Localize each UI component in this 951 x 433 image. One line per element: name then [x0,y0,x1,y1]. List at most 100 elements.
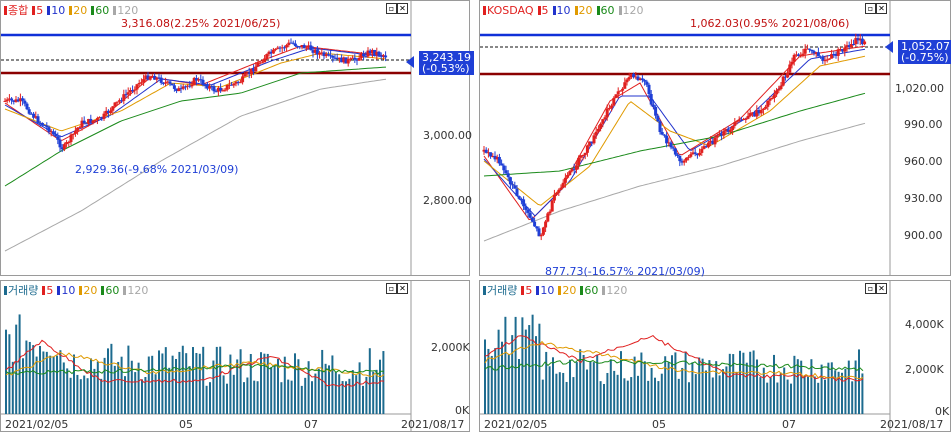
candle-body [128,90,132,93]
kospi-price-legend: 종합 5 10 20 60 120 [4,3,138,17]
legend-item-ma20: 20 [574,4,593,17]
candle-body [135,84,139,90]
close-icon[interactable]: ✕ [397,3,408,14]
volume-bar [110,343,113,414]
volume-bar [773,354,775,414]
candle-body [93,120,97,122]
legend-item-ma120: 120 [602,284,627,297]
candle-body [603,117,607,120]
candle-body [682,160,686,163]
candle-body [777,89,781,91]
maximize-icon[interactable]: ▫ [386,3,397,14]
kospi-volume-panel[interactable]: 거래량 5 10 20 60 120 ▫ ✕ 2,000K 0K 2021/02… [0,280,470,432]
kosdaq-volume-panel[interactable]: 거래량 5 10 20 60 120 ▫ ✕ 4,000K 2,000K 0K … [479,280,951,432]
volume-bar [321,349,324,414]
ma120-line [483,122,866,242]
volume-bar [52,356,55,414]
close-icon[interactable]: ✕ [397,283,408,294]
candle-body [137,82,141,85]
candle-body [263,58,267,63]
volume-bar [294,353,296,414]
candle-body [689,154,693,157]
candle-body [671,147,675,149]
volume-bar [103,357,106,414]
kosdaq-price-panel[interactable]: KOSDAQ 5 10 20 60 120 ▫ ✕ 1,062.03(0.95%… [479,0,951,278]
volume-bar [807,376,809,414]
candle-body [486,152,490,154]
volume-bar [562,372,565,414]
volume-bar [620,351,622,414]
volume-bar [266,353,269,414]
close-icon[interactable]: ✕ [876,283,887,294]
candle-body [285,45,289,48]
volume-bar [769,377,772,414]
candle-body [7,98,11,100]
candle-body [783,76,787,78]
maximize-icon[interactable]: ▫ [865,3,876,14]
candle-body [742,119,746,121]
candle-body [208,86,212,89]
volume-bar [86,378,89,414]
candle-body [49,131,53,133]
candle-body [570,168,574,172]
candle-body [768,98,772,101]
candle-body [665,135,669,144]
volume-bar [711,377,714,414]
kosdaq-price-legend: KOSDAQ 5 10 20 60 120 [483,3,644,17]
candle-body [625,79,629,83]
volume-bar [219,346,222,414]
candle-body [205,85,209,89]
candle-body [728,129,732,132]
candle-body [199,79,203,81]
candle-body [274,48,278,50]
volume-bar [209,382,211,414]
volume-bar [603,383,605,414]
ma10-line [4,47,387,138]
volume-bar [847,360,850,414]
candle-body [243,74,247,77]
candle-body [832,54,836,56]
volume-bar [300,385,303,414]
candle-body [660,132,664,135]
legend-item-name: 종합 [4,2,28,18]
candle-body [792,54,796,62]
candle-body [662,134,666,136]
maximize-icon[interactable]: ▫ [386,283,397,294]
kospi-price-panel[interactable]: 종합 5 10 20 60 120 ▫ ✕ 3,316.08(2.25% 202… [0,0,474,276]
candle-body [179,88,183,90]
candle-body [561,182,565,188]
volume-bar [827,362,830,414]
candle-body [362,53,366,57]
legend-item-ma10: 10 [552,4,571,17]
candle-body [596,128,600,132]
maximize-icon[interactable]: ▫ [865,283,876,294]
volume-bar [745,362,748,414]
close-icon[interactable]: ✕ [876,3,887,14]
kospi-volume-chart [1,281,412,431]
volume-bar [626,380,629,414]
candle-body [329,55,333,57]
volume-bar [260,352,262,414]
legend-item-ma60: 60 [596,4,615,17]
candle-body [148,76,152,80]
volume-bar [15,324,18,414]
candle-body [381,55,385,57]
volume-bar [725,366,728,414]
candle-body [513,185,517,189]
candle-body [519,198,523,200]
candle-body [364,56,368,58]
candle-body [548,211,552,214]
volume-bar [565,381,568,414]
candle-body [133,89,137,91]
volume-bar [487,348,490,414]
volume-bar [657,381,660,414]
candle-body [106,110,110,114]
volume-bar [79,379,82,414]
candle-body [276,47,280,49]
candle-body [555,192,559,195]
legend-item-ma5: 5 [42,284,53,297]
candle-body [524,206,528,210]
candle-body [219,87,223,91]
current-price-box: 1,052.07 (-0.75%) [898,40,951,64]
volume-bar [555,373,558,414]
